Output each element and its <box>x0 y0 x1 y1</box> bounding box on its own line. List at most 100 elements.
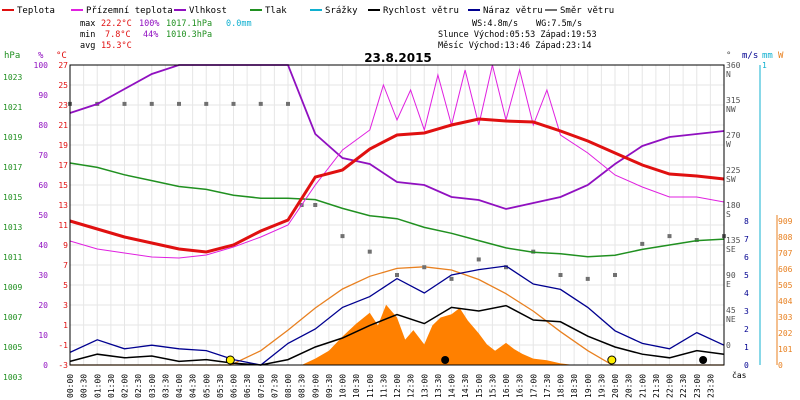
dir-tick-label: 360 <box>726 61 741 70</box>
x-tick-label: 11:30 <box>379 374 388 398</box>
wind-direction-point <box>504 265 508 270</box>
x-tick-label: 16:00 <box>502 374 511 398</box>
hpa-tick-label: 1021 <box>3 103 22 112</box>
x-tick-label: 21:30 <box>652 374 661 398</box>
hpa-tick-label: 1019 <box>3 133 22 142</box>
x-tick-label: 23:00 <box>693 374 702 398</box>
wind-direction-point <box>667 234 672 239</box>
dir-tick-label: 45 <box>726 306 736 315</box>
wind-direction-point <box>313 203 318 207</box>
ground-temperature-line <box>69 64 725 259</box>
axis-unit-dir: ° <box>726 51 731 61</box>
axis-unit-hpa: hPa <box>4 51 20 61</box>
x-tick-label: 09:00 <box>311 374 320 398</box>
wind-direction-point <box>122 101 127 106</box>
axis-unit-degc: °C <box>56 51 67 61</box>
x-tick-label: 07:30 <box>270 374 279 398</box>
pct-tick-label: 80 <box>38 121 48 130</box>
dir-tick-compass: NE <box>726 315 736 324</box>
ms-tick-label: 5 <box>744 271 749 280</box>
ms-tick-label: 4 <box>744 289 749 298</box>
x-tick-label: 08:30 <box>298 374 307 398</box>
x-tick-label: 13:30 <box>434 374 443 398</box>
x-tick-label: 01:30 <box>107 374 116 398</box>
legend-label: Rychlost větru <box>383 6 459 16</box>
wind-direction-point <box>449 276 454 281</box>
pct-tick-label: 40 <box>38 241 48 250</box>
x-tick-label: 14:30 <box>461 374 470 398</box>
legend-item: Rychlost větru <box>368 6 459 16</box>
dir-tick-label: 180 <box>726 201 741 210</box>
axis-unit-pct: % <box>38 51 44 61</box>
x-tick-label: 20:30 <box>625 374 634 398</box>
wind-direction-point <box>258 101 263 106</box>
wind-direction-point <box>422 265 427 270</box>
x-tick-label: 06:30 <box>243 374 252 398</box>
wind-direction-point <box>367 249 372 254</box>
w-tick-label: 606 <box>778 265 793 274</box>
dir-tick-label: 315 <box>726 96 741 105</box>
x-tick-label: 22:30 <box>679 374 688 398</box>
x-tick-label: 20:00 <box>611 374 620 398</box>
moonset-marker <box>699 356 708 364</box>
x-tick-label: 04:00 <box>175 374 184 398</box>
w-tick-label: 505 <box>778 281 793 290</box>
x-tick-label: 15:00 <box>475 374 484 398</box>
stats-avg-temp: 15.3°C <box>101 41 132 51</box>
w-tick-label: 808 <box>778 233 793 242</box>
legend-label: Náraz větru <box>483 6 543 16</box>
wind-direction-point <box>149 101 154 106</box>
x-tick-label: 00:00 <box>66 374 75 398</box>
x-tick-label: 17:30 <box>543 374 552 398</box>
hpa-tick-label: 1015 <box>3 193 22 202</box>
wind-direction-point <box>585 276 590 281</box>
ms-tick-label: 3 <box>744 307 749 316</box>
pct-tick-label: 100 <box>34 61 49 70</box>
wind-direction-point <box>340 234 345 239</box>
x-tick-label: 08:00 <box>284 374 293 398</box>
x-tick-label: 12:00 <box>393 374 402 398</box>
x-tick-label: 15:30 <box>488 374 497 398</box>
solar-measured-area <box>301 304 575 365</box>
legend-label: Vlhkost <box>189 6 227 16</box>
degc-tick-label: 23 <box>58 101 68 110</box>
degc-tick-label: 27 <box>58 61 68 70</box>
pct-tick-label: 0 <box>43 361 48 370</box>
wind-direction-point <box>286 101 290 106</box>
dir-tick-compass: S <box>726 210 731 219</box>
ms-tick-label: 8 <box>744 217 749 226</box>
wind-direction-point <box>613 273 617 277</box>
ms-tick-label: 6 <box>744 253 749 262</box>
stats-max-temp: 22.2°C <box>101 19 132 29</box>
wind-direction-point <box>177 101 181 106</box>
hpa-tick-label: 1005 <box>3 343 22 352</box>
wind-direction-point <box>231 101 236 106</box>
x-tick-label: 16:30 <box>516 374 525 398</box>
stats-wind-gust: WG:7.5m/s <box>536 19 582 29</box>
dir-tick-compass: E <box>726 280 731 289</box>
stats-max-press: 1017.1hPa <box>166 19 212 29</box>
x-tick-label: 09:30 <box>325 374 334 398</box>
hpa-tick-label: 1017 <box>3 163 22 172</box>
pct-tick-label: 10 <box>38 331 48 340</box>
plot-frame <box>69 64 725 366</box>
x-tick-label: 06:00 <box>230 374 239 398</box>
dir-tick-compass: N <box>726 70 731 79</box>
ms-tick-label: 0 <box>744 361 749 370</box>
x-tick-label: 19:30 <box>597 374 606 398</box>
stats-max-rain: 0.0mm <box>226 19 252 29</box>
pct-tick-label: 20 <box>38 301 48 310</box>
x-tick-label: 12:30 <box>407 374 416 398</box>
wind-direction-point <box>558 273 563 277</box>
dir-tick-label: 0 <box>726 341 731 350</box>
legend-item: Přízemní teplota <box>71 6 173 16</box>
mm-tick-label: 1 <box>762 61 767 70</box>
x-tick-label: 03:00 <box>148 374 157 398</box>
degc-tick-label: 25 <box>58 81 68 90</box>
degc-tick-label: 1 <box>63 321 68 330</box>
degc-tick-label: 5 <box>63 281 68 290</box>
stats-min-label: min <box>80 30 95 40</box>
wind-direction-point <box>640 241 645 246</box>
wind-direction-point <box>204 101 209 106</box>
